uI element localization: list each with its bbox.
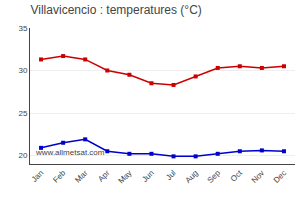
svg-text:Jul: Jul bbox=[164, 168, 178, 182]
svg-text:25: 25 bbox=[18, 109, 27, 118]
svg-text:35: 35 bbox=[18, 24, 27, 33]
svg-text:30: 30 bbox=[18, 66, 27, 75]
svg-text:Jan: Jan bbox=[30, 168, 45, 183]
svg-text:Jun: Jun bbox=[140, 168, 155, 183]
svg-text:Sep: Sep bbox=[206, 168, 223, 185]
svg-text:Dec: Dec bbox=[272, 168, 288, 184]
svg-text:Aug: Aug bbox=[183, 168, 199, 184]
svg-text:Feb: Feb bbox=[51, 168, 68, 185]
svg-text:Apr: Apr bbox=[96, 168, 111, 183]
svg-text:Nov: Nov bbox=[250, 168, 266, 184]
svg-text:20: 20 bbox=[18, 151, 27, 160]
svg-text:May: May bbox=[117, 168, 134, 185]
svg-text:Oct: Oct bbox=[229, 168, 245, 184]
svg-text:Villavicencio : temperatures (: Villavicencio : temperatures (°C) bbox=[31, 3, 202, 17]
svg-text:Mar: Mar bbox=[73, 168, 89, 184]
svg-text:www.allmetsat.com: www.allmetsat.com bbox=[35, 148, 105, 157]
